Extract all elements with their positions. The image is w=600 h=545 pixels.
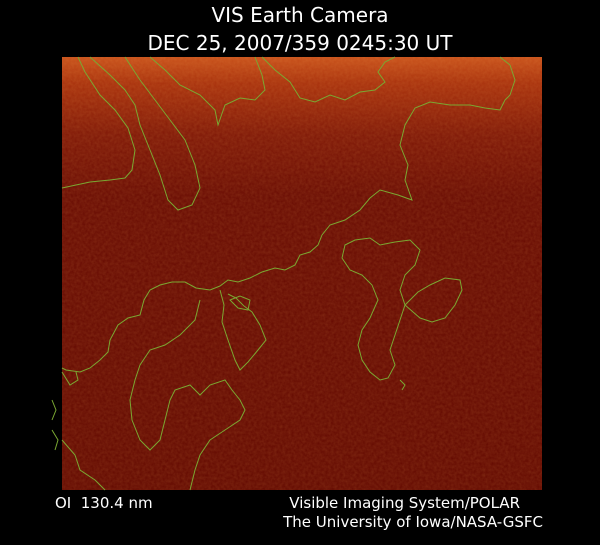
title: VIS Earth Camera xyxy=(211,3,388,27)
credit-label: The University of Iowa/NASA-GSFC xyxy=(282,513,543,531)
timestamp: DEC 25, 2007/359 0245:30 UT xyxy=(148,31,454,55)
filter-label: OI 130.4 nm xyxy=(55,494,153,512)
earth-image xyxy=(51,56,542,491)
instrument-label: Visible Imaging System/POLAR xyxy=(289,494,520,512)
coastlines xyxy=(51,56,516,491)
